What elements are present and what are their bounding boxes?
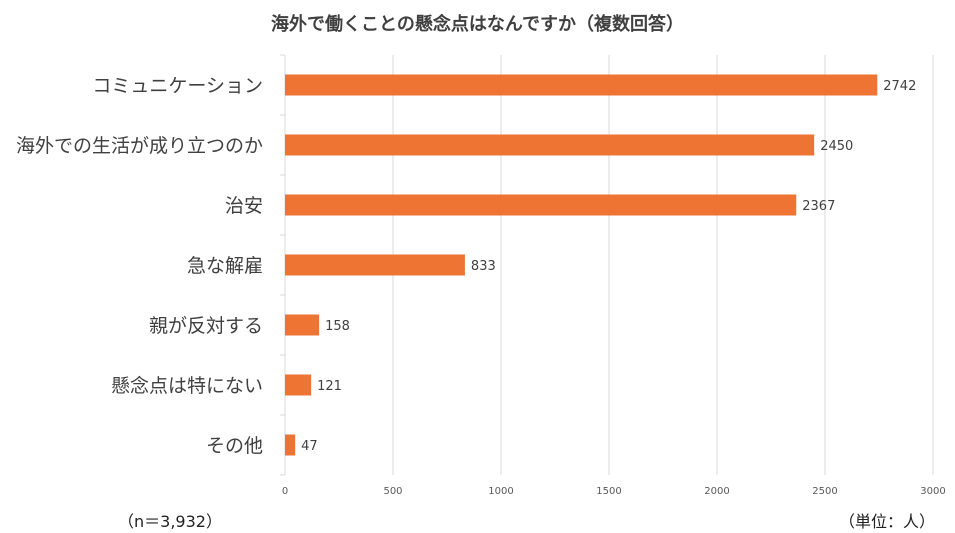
- bar: [285, 374, 312, 396]
- data-label: 833: [471, 259, 496, 274]
- x-tick-label: 2000: [704, 486, 729, 497]
- data-label: 2367: [802, 199, 835, 214]
- category-label: 親が反対する: [149, 315, 263, 337]
- bar: [285, 434, 296, 456]
- x-tick-label: 1500: [596, 486, 621, 497]
- sample-size-note: （n＝3,932）: [118, 512, 222, 531]
- bar: [285, 194, 797, 216]
- x-tick-label: 3000: [920, 486, 945, 497]
- data-label: 158: [325, 319, 350, 334]
- bar: [285, 314, 320, 336]
- x-tick-label: 2500: [812, 486, 837, 497]
- data-label: 2450: [820, 139, 853, 154]
- category-label: 治安: [225, 195, 263, 217]
- bar: [285, 254, 465, 276]
- x-tick-label: 500: [383, 486, 402, 497]
- data-label: 47: [301, 439, 318, 454]
- x-tick-label: 1000: [488, 486, 513, 497]
- category-label: 急な解雇: [187, 255, 263, 277]
- category-label: コミュニケーション: [92, 75, 263, 97]
- data-label: 121: [317, 379, 342, 394]
- category-label: 懸念点は特にない: [111, 374, 263, 397]
- unit-note: （単位：人）: [838, 512, 935, 531]
- x-tick-label: 0: [282, 486, 288, 497]
- bar: [285, 74, 878, 96]
- chart-title: 海外で働くことの懸念点はなんですか（複数回答）: [271, 14, 684, 35]
- bar: [285, 134, 815, 156]
- category-label: その他: [206, 435, 263, 457]
- data-label: 2742: [883, 79, 916, 94]
- category-label: 海外での生活が成り立つのか: [16, 135, 263, 157]
